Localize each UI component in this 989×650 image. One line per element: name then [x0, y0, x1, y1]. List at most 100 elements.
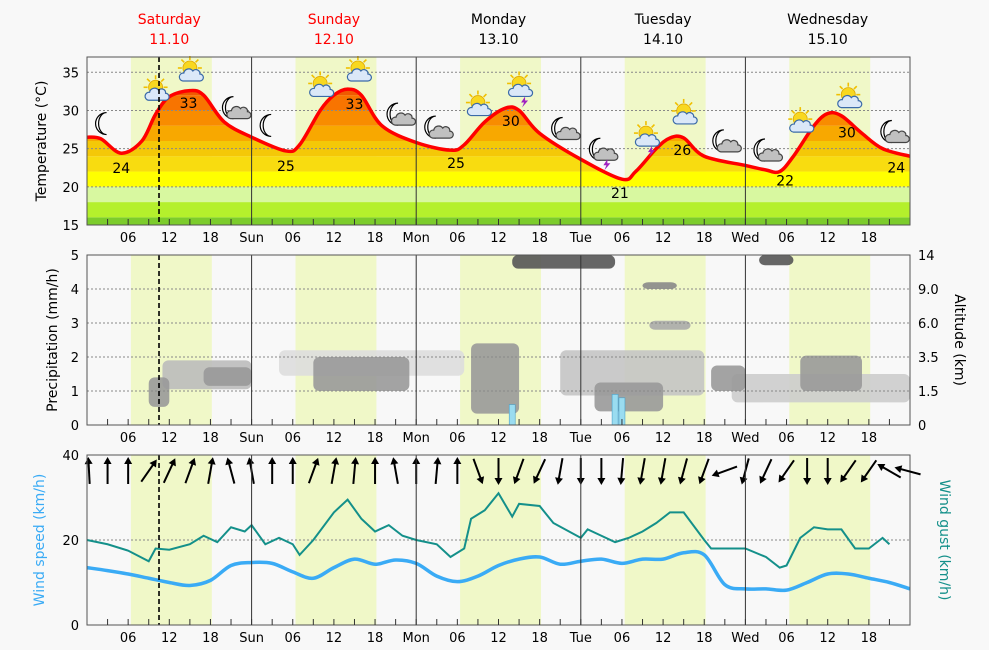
wind-arrow-icon [711, 465, 738, 478]
x-tick-label: 12 [819, 231, 836, 246]
moon-icon [259, 113, 272, 138]
altitude-axis-label: Altitude (km) [951, 294, 967, 386]
x-tick-label: 18 [202, 431, 219, 446]
wind-gust-axis-label: Wind gust (km/h) [936, 480, 952, 601]
wind-arrow-shaft [307, 461, 318, 484]
wind-arrow-head [597, 478, 606, 485]
sun-ray [325, 74, 330, 79]
x-tick-label: 18 [531, 231, 548, 246]
wind-arrow-shaft [841, 459, 857, 480]
wind-arrow-head [894, 465, 903, 474]
y-tick-label: 35 [62, 66, 79, 81]
wind-arrow-icon [894, 465, 921, 476]
y-tick-label: 5 [71, 249, 79, 264]
wind-arrow-icon [698, 458, 710, 485]
x-tick-label: 12 [161, 231, 178, 246]
x-tick-label: 06 [778, 631, 795, 646]
x-tick-label: 06 [778, 231, 795, 246]
wind-arrow-head [637, 477, 646, 485]
wind-arrow-shaft [715, 465, 738, 476]
weather-icon-sun-thunder [633, 121, 661, 158]
daylight-band [295, 255, 377, 425]
day-name: Saturday [138, 12, 201, 28]
wind-arrow-icon [207, 457, 216, 484]
cloud-icon [390, 112, 417, 126]
weather-icon-moon [259, 113, 272, 138]
cloud-icon [226, 105, 252, 120]
sun-ray [636, 124, 641, 128]
lightning-icon [521, 96, 529, 108]
cloud-icon [672, 111, 698, 125]
wind-arrow-shaft [760, 458, 773, 481]
wind-arrow-head [246, 457, 255, 465]
wind-arrow-icon [268, 457, 277, 484]
wind-speed-axis-label: Wind speed (km/h) [32, 474, 48, 607]
weather-icon-moon-cloud [880, 119, 910, 144]
wind-arrow-icon [533, 458, 547, 484]
wind-arrow-head [351, 457, 360, 465]
day-name: Wednesday [787, 12, 868, 28]
day-date: 11.10 [149, 32, 189, 48]
altitude-tick-label: 3.5 [918, 351, 939, 366]
x-tick-label: 18 [696, 631, 713, 646]
cloud-icon [428, 125, 454, 139]
wind-arrow-icon [162, 458, 176, 484]
wind-arrow-head [390, 457, 399, 465]
lightning-icon [603, 159, 611, 171]
x-day-label: Tue [569, 431, 592, 446]
wind-arrow-head [288, 457, 297, 464]
wind-arrow-shaft [620, 457, 625, 482]
wind-arrow-icon [637, 458, 646, 485]
wind-arrow-head [371, 457, 380, 464]
wind-arrow-icon [307, 457, 320, 484]
x-tick-label: 06 [120, 231, 137, 246]
wind-arrow-head [711, 469, 720, 478]
wind-arrow-head [103, 457, 112, 464]
wind-arrow-icon [657, 458, 667, 485]
wind-arrow-head [331, 457, 340, 465]
sun-ray [180, 58, 185, 63]
weather-icon-sun-cloud [308, 71, 335, 98]
sun-ray [483, 93, 487, 98]
cloud-layer [649, 320, 691, 330]
sun-ray [160, 78, 165, 83]
cloud-layer [471, 343, 520, 414]
wind-arrow-head [188, 457, 197, 466]
weather-icon-sun-cloud [788, 107, 815, 133]
temperature-label: 22 [776, 173, 794, 189]
cloud-icon [789, 119, 815, 133]
weather-icon-moon-cloud [424, 115, 454, 139]
altitude-tick-label: 9.0 [918, 283, 939, 298]
wind-arrow-shaft [699, 458, 710, 481]
wind-arrow-icon [803, 458, 812, 485]
wind-arrow-head [124, 457, 133, 464]
wind-arrow-icon [124, 457, 133, 484]
x-tick-label: 12 [161, 631, 178, 646]
wind-arrow-head [677, 476, 686, 485]
y-tick-label: 4 [71, 283, 79, 298]
y-tick-label: 0 [71, 419, 79, 434]
sun-ray [468, 93, 473, 98]
cloud-icon [593, 147, 619, 161]
cloud-icon [507, 83, 534, 98]
cloud-icon [555, 126, 581, 141]
cloud-layer [203, 367, 252, 386]
wind-arrow-icon [555, 458, 564, 485]
sun-ray [688, 101, 693, 106]
weather-icon-moon-cloud [753, 138, 784, 162]
wind-arrow-head [657, 477, 666, 485]
x-tick-label: 06 [449, 631, 466, 646]
temperature-panel: 15 20 25 30 35 24 33 25 33 25 30 21 26 22 30 24 06 12 18 06… [62, 56, 911, 246]
cloud-icon [884, 129, 910, 144]
temperature-band [87, 156, 910, 172]
temperature-band [87, 202, 910, 218]
wind-arrow-icon [225, 457, 236, 484]
cloud-icon [309, 83, 335, 98]
wind-arrow-head [207, 457, 216, 465]
wind-arrow-head [225, 457, 234, 466]
sun-ray [311, 74, 316, 79]
weather-icon-sun-cloud [836, 82, 863, 109]
sun-ray [524, 74, 529, 79]
wind-arrow-shaft [330, 460, 337, 484]
